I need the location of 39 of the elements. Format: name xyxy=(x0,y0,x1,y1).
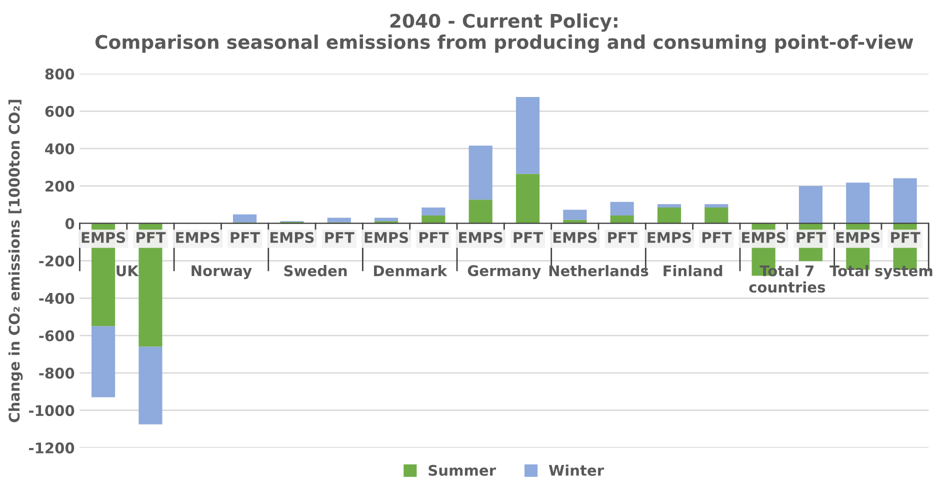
x-tick-label: PFT xyxy=(136,232,166,243)
y-tick-label: -600 xyxy=(39,330,74,342)
x-tick-label: PFT xyxy=(608,232,638,243)
x-tick-label: PFT xyxy=(796,232,826,243)
annotation: Denmark xyxy=(374,265,448,276)
annotation: Sweden xyxy=(284,265,347,276)
x-tick-label: PFT xyxy=(230,232,260,243)
y-tick-label: 0 xyxy=(65,218,74,230)
x-tick-label: PFT xyxy=(891,232,920,243)
x-tick-label: EMPS xyxy=(270,232,314,243)
x-tick-label: EMPS xyxy=(553,232,597,243)
y-tick-label: 600 xyxy=(45,106,74,117)
legend-label: Winter xyxy=(548,464,604,476)
y-tick-label: 800 xyxy=(45,68,74,80)
x-tick-label: PFT xyxy=(514,232,543,243)
annotation: Finland xyxy=(664,265,722,276)
y-tick-label: -800 xyxy=(39,368,74,379)
annotation: Netherlands xyxy=(549,265,648,276)
y-tick-label: -200 xyxy=(39,255,74,267)
x-tick-label: EMPS xyxy=(836,232,880,243)
x-tick-label: EMPS xyxy=(742,232,786,243)
x-tick-label: EMPS xyxy=(82,232,126,243)
x-tick-label: PFT xyxy=(325,232,354,243)
x-tick-label: EMPS xyxy=(176,232,220,243)
x-tick-label: EMPS xyxy=(459,232,502,243)
annotation: Germany xyxy=(468,265,541,280)
y-tick-label: -1200 xyxy=(29,442,74,454)
y-tick-label: -400 xyxy=(39,292,74,304)
annotation: Norway xyxy=(192,265,252,280)
x-tick-label: PFT xyxy=(702,232,732,243)
y-tick-label: -1000 xyxy=(29,405,74,416)
chart-title: 2040 - Current Policy: Comparison seasonal emissions from producing and consuming point-of-view xyxy=(95,13,914,53)
x-tick-label: EMPS xyxy=(648,232,691,243)
x-tick-label: PFT xyxy=(419,232,449,243)
y-axis-title: Change in CO₂ emissions [1000ton CO₂] xyxy=(8,100,23,422)
x-tick-label: EMPS xyxy=(364,232,408,243)
legend-label: Summer xyxy=(428,464,496,476)
y-tick-label: 200 xyxy=(46,180,74,192)
y-tick-label: 400 xyxy=(45,143,74,154)
